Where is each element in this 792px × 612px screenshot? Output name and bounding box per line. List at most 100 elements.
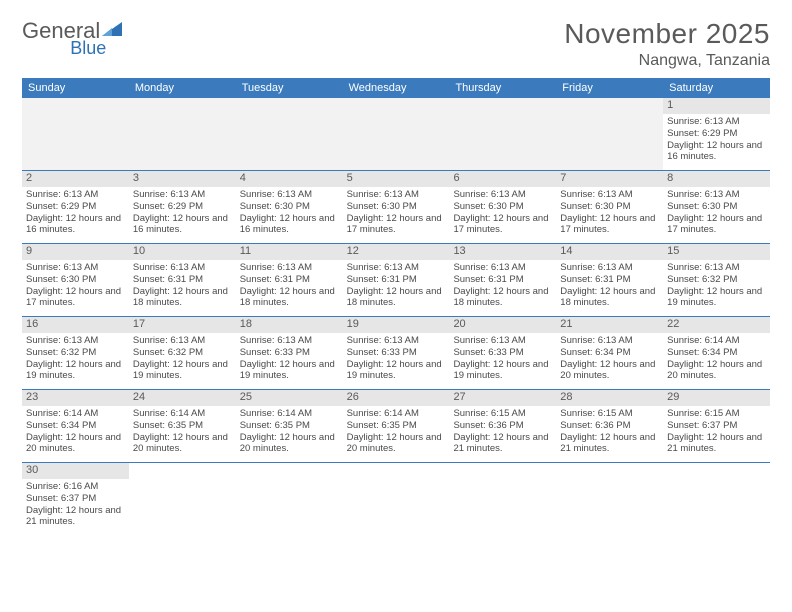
day-number: 11 bbox=[236, 244, 343, 260]
sunset-text: Sunset: 6:30 PM bbox=[240, 201, 339, 213]
sunrise-text: Sunrise: 6:13 AM bbox=[667, 262, 766, 274]
calendar-cell: 6Sunrise: 6:13 AMSunset: 6:30 PMDaylight… bbox=[449, 171, 556, 243]
daylight-text: Daylight: 12 hours and 16 minutes. bbox=[133, 213, 232, 237]
calendar-cell: 3Sunrise: 6:13 AMSunset: 6:29 PMDaylight… bbox=[129, 171, 236, 243]
sunrise-text: Sunrise: 6:15 AM bbox=[667, 408, 766, 420]
sunrise-text: Sunrise: 6:13 AM bbox=[240, 335, 339, 347]
daylight-text: Daylight: 12 hours and 18 minutes. bbox=[347, 286, 446, 310]
sunset-text: Sunset: 6:34 PM bbox=[26, 420, 125, 432]
calendar-cell: 17Sunrise: 6:13 AMSunset: 6:32 PMDayligh… bbox=[129, 317, 236, 389]
daylight-text: Daylight: 12 hours and 18 minutes. bbox=[133, 286, 232, 310]
day-header-sat: Saturday bbox=[663, 78, 770, 98]
sunrise-text: Sunrise: 6:14 AM bbox=[347, 408, 446, 420]
daylight-text: Daylight: 12 hours and 20 minutes. bbox=[26, 432, 125, 456]
day-header-mon: Monday bbox=[129, 78, 236, 98]
daylight-text: Daylight: 12 hours and 19 minutes. bbox=[240, 359, 339, 383]
day-number: 13 bbox=[449, 244, 556, 260]
daylight-text: Daylight: 12 hours and 21 minutes. bbox=[453, 432, 552, 456]
sunrise-text: Sunrise: 6:15 AM bbox=[453, 408, 552, 420]
calendar-cell: 20Sunrise: 6:13 AMSunset: 6:33 PMDayligh… bbox=[449, 317, 556, 389]
sunset-text: Sunset: 6:36 PM bbox=[560, 420, 659, 432]
sunrise-text: Sunrise: 6:14 AM bbox=[667, 335, 766, 347]
sunrise-text: Sunrise: 6:13 AM bbox=[133, 335, 232, 347]
day-number: 1 bbox=[663, 98, 770, 114]
day-number: 15 bbox=[663, 244, 770, 260]
daylight-text: Daylight: 12 hours and 16 minutes. bbox=[26, 213, 125, 237]
calendar-cell bbox=[129, 98, 236, 170]
sunrise-text: Sunrise: 6:13 AM bbox=[26, 262, 125, 274]
day-header-row: Sunday Monday Tuesday Wednesday Thursday… bbox=[22, 78, 770, 98]
sunrise-text: Sunrise: 6:13 AM bbox=[240, 262, 339, 274]
daylight-text: Daylight: 12 hours and 18 minutes. bbox=[560, 286, 659, 310]
week-row: 23Sunrise: 6:14 AMSunset: 6:34 PMDayligh… bbox=[22, 390, 770, 463]
sunrise-text: Sunrise: 6:14 AM bbox=[240, 408, 339, 420]
calendar-cell: 21Sunrise: 6:13 AMSunset: 6:34 PMDayligh… bbox=[556, 317, 663, 389]
day-number: 6 bbox=[449, 171, 556, 187]
calendar-cell: 29Sunrise: 6:15 AMSunset: 6:37 PMDayligh… bbox=[663, 390, 770, 462]
calendar-cell bbox=[663, 463, 770, 535]
daylight-text: Daylight: 12 hours and 21 minutes. bbox=[26, 505, 125, 529]
week-row: 30Sunrise: 6:16 AMSunset: 6:37 PMDayligh… bbox=[22, 463, 770, 535]
calendar-cell: 1Sunrise: 6:13 AMSunset: 6:29 PMDaylight… bbox=[663, 98, 770, 170]
sunset-text: Sunset: 6:31 PM bbox=[347, 274, 446, 286]
sunset-text: Sunset: 6:30 PM bbox=[347, 201, 446, 213]
daylight-text: Daylight: 12 hours and 19 minutes. bbox=[26, 359, 125, 383]
daylight-text: Daylight: 12 hours and 16 minutes. bbox=[240, 213, 339, 237]
sunrise-text: Sunrise: 6:13 AM bbox=[453, 189, 552, 201]
sunrise-text: Sunrise: 6:13 AM bbox=[453, 262, 552, 274]
calendar-cell: 8Sunrise: 6:13 AMSunset: 6:30 PMDaylight… bbox=[663, 171, 770, 243]
sunset-text: Sunset: 6:31 PM bbox=[240, 274, 339, 286]
sunrise-text: Sunrise: 6:13 AM bbox=[133, 189, 232, 201]
day-number: 28 bbox=[556, 390, 663, 406]
calendar-cell: 5Sunrise: 6:13 AMSunset: 6:30 PMDaylight… bbox=[343, 171, 450, 243]
sunrise-text: Sunrise: 6:13 AM bbox=[26, 189, 125, 201]
calendar-cell: 25Sunrise: 6:14 AMSunset: 6:35 PMDayligh… bbox=[236, 390, 343, 462]
day-number: 5 bbox=[343, 171, 450, 187]
sunset-text: Sunset: 6:32 PM bbox=[133, 347, 232, 359]
day-number: 22 bbox=[663, 317, 770, 333]
calendar-cell: 23Sunrise: 6:14 AMSunset: 6:34 PMDayligh… bbox=[22, 390, 129, 462]
sunset-text: Sunset: 6:30 PM bbox=[453, 201, 552, 213]
sunset-text: Sunset: 6:35 PM bbox=[133, 420, 232, 432]
sunrise-text: Sunrise: 6:13 AM bbox=[240, 189, 339, 201]
day-number: 4 bbox=[236, 171, 343, 187]
sunrise-text: Sunrise: 6:13 AM bbox=[347, 189, 446, 201]
calendar-cell: 13Sunrise: 6:13 AMSunset: 6:31 PMDayligh… bbox=[449, 244, 556, 316]
calendar-cell: 22Sunrise: 6:14 AMSunset: 6:34 PMDayligh… bbox=[663, 317, 770, 389]
calendar-cell bbox=[556, 463, 663, 535]
calendar-cell bbox=[343, 98, 450, 170]
sunset-text: Sunset: 6:32 PM bbox=[667, 274, 766, 286]
day-header-fri: Friday bbox=[556, 78, 663, 98]
sunrise-text: Sunrise: 6:13 AM bbox=[347, 262, 446, 274]
sunrise-text: Sunrise: 6:13 AM bbox=[26, 335, 125, 347]
sunset-text: Sunset: 6:30 PM bbox=[560, 201, 659, 213]
calendar-cell: 10Sunrise: 6:13 AMSunset: 6:31 PMDayligh… bbox=[129, 244, 236, 316]
calendar-cell: 16Sunrise: 6:13 AMSunset: 6:32 PMDayligh… bbox=[22, 317, 129, 389]
sunset-text: Sunset: 6:31 PM bbox=[133, 274, 232, 286]
sunset-text: Sunset: 6:31 PM bbox=[560, 274, 659, 286]
daylight-text: Daylight: 12 hours and 20 minutes. bbox=[133, 432, 232, 456]
week-row: 2Sunrise: 6:13 AMSunset: 6:29 PMDaylight… bbox=[22, 171, 770, 244]
sunrise-text: Sunrise: 6:13 AM bbox=[560, 262, 659, 274]
week-row: 1Sunrise: 6:13 AMSunset: 6:29 PMDaylight… bbox=[22, 98, 770, 171]
day-number: 7 bbox=[556, 171, 663, 187]
calendar-cell: 2Sunrise: 6:13 AMSunset: 6:29 PMDaylight… bbox=[22, 171, 129, 243]
sunrise-text: Sunrise: 6:13 AM bbox=[133, 262, 232, 274]
daylight-text: Daylight: 12 hours and 19 minutes. bbox=[667, 286, 766, 310]
daylight-text: Daylight: 12 hours and 19 minutes. bbox=[453, 359, 552, 383]
calendar-cell: 30Sunrise: 6:16 AMSunset: 6:37 PMDayligh… bbox=[22, 463, 129, 535]
daylight-text: Daylight: 12 hours and 18 minutes. bbox=[240, 286, 339, 310]
logo: General Blue bbox=[22, 18, 160, 44]
sunrise-text: Sunrise: 6:13 AM bbox=[347, 335, 446, 347]
day-number: 20 bbox=[449, 317, 556, 333]
calendar-cell bbox=[236, 463, 343, 535]
calendar-cell: 9Sunrise: 6:13 AMSunset: 6:30 PMDaylight… bbox=[22, 244, 129, 316]
sunset-text: Sunset: 6:32 PM bbox=[26, 347, 125, 359]
sunset-text: Sunset: 6:29 PM bbox=[133, 201, 232, 213]
daylight-text: Daylight: 12 hours and 19 minutes. bbox=[133, 359, 232, 383]
sunset-text: Sunset: 6:34 PM bbox=[667, 347, 766, 359]
sunset-text: Sunset: 6:33 PM bbox=[240, 347, 339, 359]
daylight-text: Daylight: 12 hours and 17 minutes. bbox=[560, 213, 659, 237]
day-number: 8 bbox=[663, 171, 770, 187]
sunset-text: Sunset: 6:29 PM bbox=[667, 128, 766, 140]
